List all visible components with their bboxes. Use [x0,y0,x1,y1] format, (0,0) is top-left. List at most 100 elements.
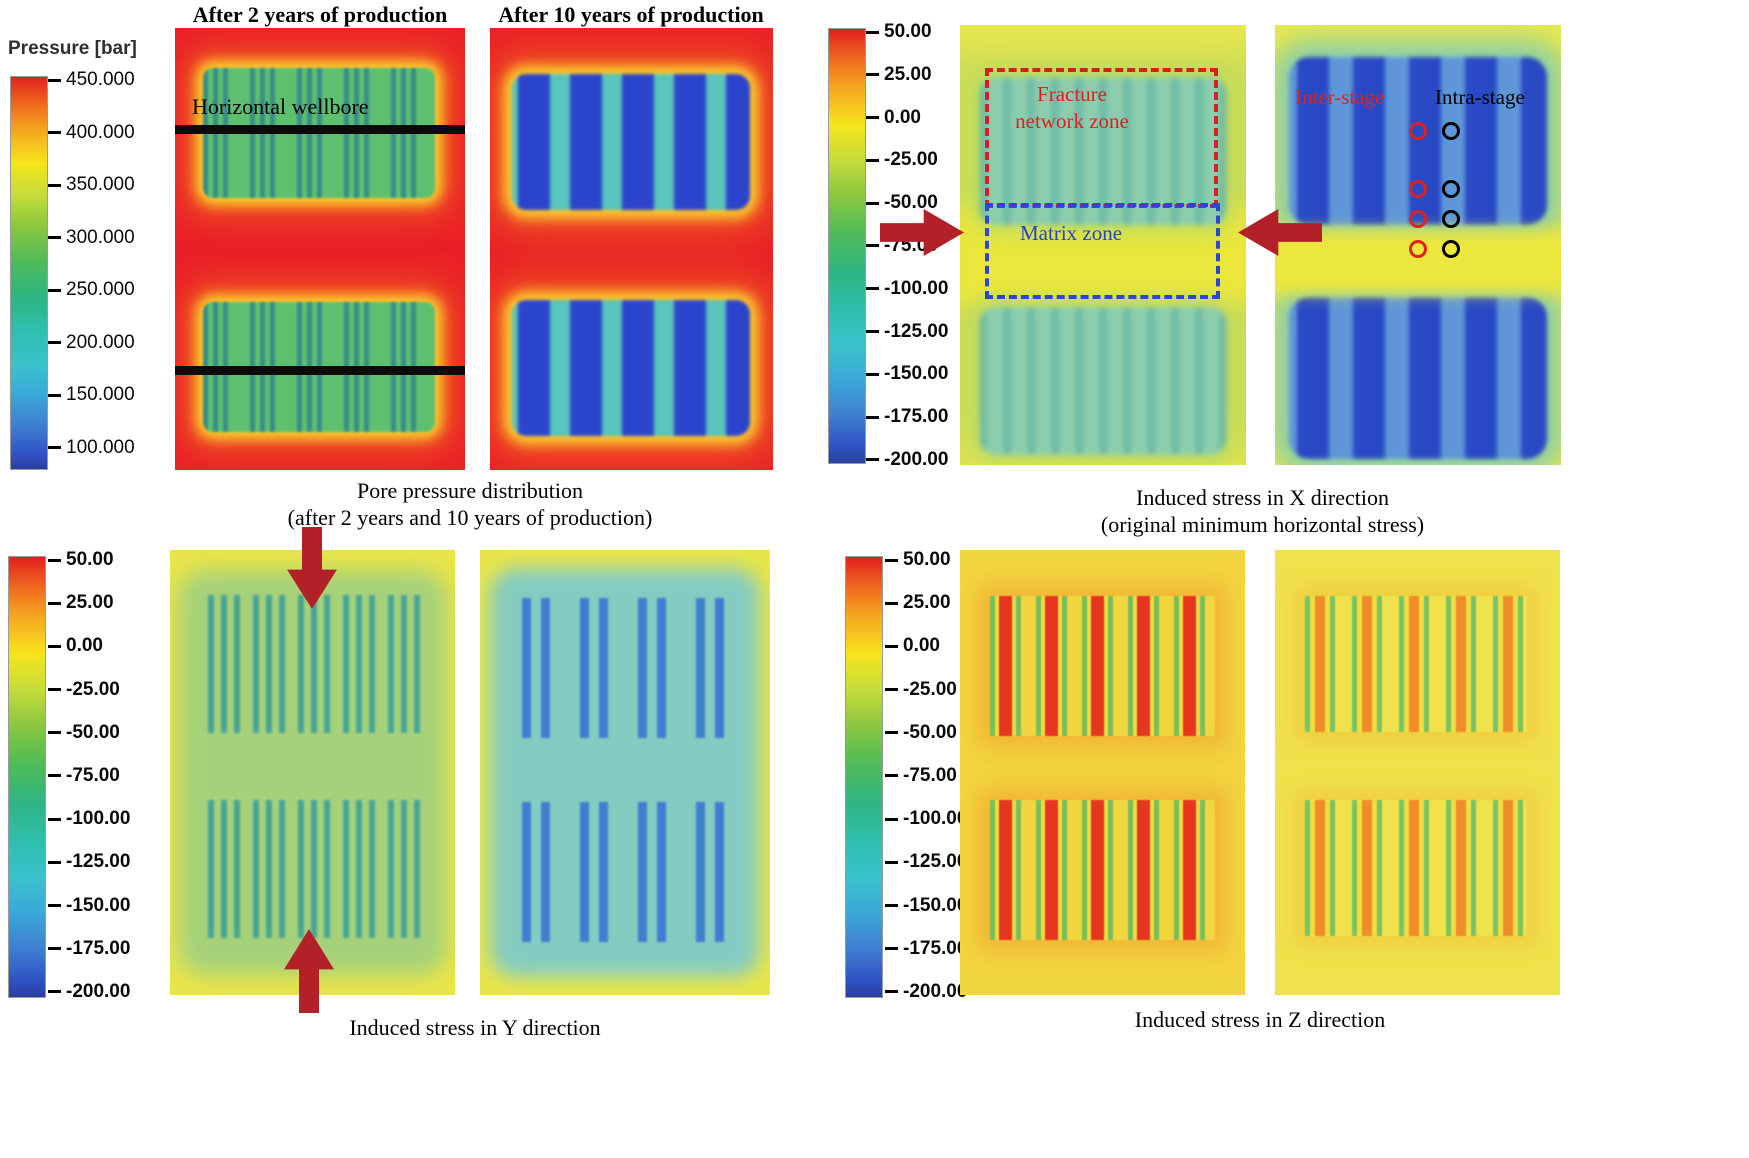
fracture-cluster [990,596,1215,736]
fracture-zone-label-line: network zone [1015,109,1129,133]
colorbar-tick: -150.00 [866,363,948,384]
colorbar-tick: -50.00 [48,722,130,743]
colorbar-tick: 0.00 [866,107,948,128]
heatmap-stress-z-right [1275,550,1560,995]
caption-line: Induced stress in Y direction [349,1015,601,1040]
wellbore-line [175,125,465,134]
fracture-cluster [512,300,750,436]
colorbar-tick: -100.00 [885,808,967,829]
colorbar-tick: -25.00 [866,149,948,170]
colorbar-tick: -25.00 [48,679,130,700]
colorbar-tick: -125.00 [866,321,948,342]
intra-stage-marker-icon [1442,210,1460,228]
heatmap-stress-y-left [170,550,455,995]
fracture-cluster [980,77,1226,225]
colorbar-tick: 200.000 [48,332,135,353]
colorbar-tick: 25.00 [885,592,967,613]
colorbar-tick: 0.00 [885,635,967,656]
colorbar-tick: -25.00 [885,679,967,700]
heatmap-stress-y-right [480,550,770,995]
colorbar-tick: -175.00 [885,938,967,959]
caption-line: (original minimum horizontal stress) [1100,512,1425,537]
wellbore-label: Horizontal wellbore [192,94,369,119]
fracture-cluster [522,802,734,942]
matrix-zone-label: Matrix zone [1020,221,1123,245]
colorbar-tick: -200.00 [866,449,948,470]
colorbar-tick: -150.00 [48,895,130,916]
caption-stress-x: Induced stress in X direction (original … [960,484,1565,538]
colorbar-tick: -175.00 [48,938,130,959]
caption-pore-pressure: Pore pressure distribution (after 2 year… [165,477,775,531]
fracture-zone-label-line: Fracture [1037,82,1107,106]
colorbar-tick: -125.00 [885,851,967,872]
title-after-2-years: After 2 years of production [192,2,448,27]
colorbar-tick: 400.000 [48,122,135,143]
fracture-cluster [512,74,750,210]
fracture-cluster [980,307,1226,455]
heatmap-stress-x-annotated: Fracture network zone Matrix zone [960,25,1246,465]
colorbar-tick: -75.00 [48,765,130,786]
colorbar-tick: 50.00 [48,549,130,570]
intra-stage-marker-icon [1442,240,1460,258]
caption-stress-z: Induced stress in Z direction [960,1006,1560,1033]
pressure-colorbar-ticks: 450.000 400.000 350.000 300.000 250.000 … [48,69,135,458]
inter-stage-label: Inter-stage [1295,85,1385,109]
inter-stage-marker-icon [1409,210,1427,228]
colorbar-tick: -100.00 [866,278,948,299]
fracture-cluster [990,800,1215,940]
colorbar-tick: 50.00 [866,21,948,42]
fracture-cluster [1289,297,1547,459]
fracture-cluster [208,800,420,938]
stress-x-colorbar-gradient [828,28,866,464]
caption-line: (after 2 years and 10 years of productio… [287,505,653,530]
heatmap-stress-x-plain: Inter-stage Intra-stage [1275,25,1561,465]
matrix-zone-box [985,203,1220,299]
colorbar-tick: -50.00 [885,722,967,743]
colorbar-tick: -200.00 [48,981,130,1002]
colorbar-tick: -100.00 [48,808,130,829]
intra-stage-marker-icon [1442,180,1460,198]
colorbar-tick: -125.00 [48,851,130,872]
intra-stage-label: Intra-stage [1435,85,1525,109]
caption-line: Induced stress in X direction [1136,485,1389,510]
intra-stage-marker-icon [1442,122,1460,140]
colorbar-tick: 25.00 [866,64,948,85]
stress-y-colorbar-gradient [8,556,46,998]
heatmap-stress-z-left [960,550,1245,995]
fracture-zone-label: Fracture network zone [992,81,1152,135]
inter-stage-marker-icon [1409,240,1427,258]
caption-line: Induced stress in Z direction [1134,1007,1386,1032]
fracture-cluster [1305,596,1527,732]
colorbar-tick: 350.000 [48,174,135,195]
colorbar-tick: 50.00 [885,549,967,570]
inter-stage-marker-icon [1409,122,1427,140]
fracture-cluster [522,598,734,738]
pressure-colorbar-gradient [10,76,48,470]
colorbar-tick: -75.00 [885,765,967,786]
fracture-cluster [1289,57,1547,225]
inter-stage-marker-icon [1409,180,1427,198]
colorbar-tick: -150.00 [885,895,967,916]
colorbar-tick: 100.000 [48,437,135,458]
stress-y-colorbar-ticks: 50.00 25.00 0.00 -25.00 -50.00 -75.00 -1… [48,549,130,1002]
fracture-cluster [208,595,420,733]
colorbar-tick: -50.00 [866,192,948,213]
wellbore-line [175,366,465,375]
colorbar-tick: 300.000 [48,227,135,248]
heatmap-pore-2yr: Horizontal wellbore [175,28,465,470]
colorbar-tick: 250.000 [48,279,135,300]
colorbar-tick: 0.00 [48,635,130,656]
stress-z-colorbar-gradient [845,556,883,998]
colorbar-tick: 150.000 [48,384,135,405]
stress-z-colorbar-ticks: 50.00 25.00 0.00 -25.00 -50.00 -75.00 -1… [885,549,967,1002]
colorbar-tick: -200.00 [885,981,967,1002]
caption-stress-y: Induced stress in Y direction [170,1014,780,1041]
heatmap-pore-10yr [490,28,773,470]
colorbar-tick: 450.000 [48,69,135,90]
pressure-colorbar-title: Pressure [bar] [8,38,137,59]
colorbar-tick: -175.00 [866,406,948,427]
colorbar-tick: 25.00 [48,592,130,613]
fracture-cluster [1305,800,1527,936]
title-after-10-years: After 10 years of production [498,2,764,27]
